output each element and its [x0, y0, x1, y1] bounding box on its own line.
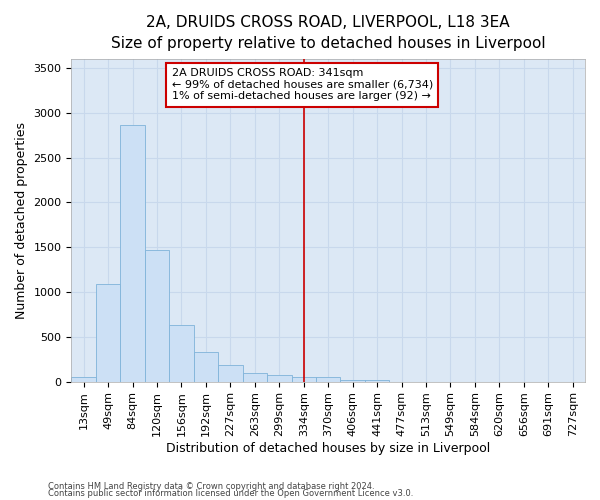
Bar	[365, 380, 389, 382]
Y-axis label: Number of detached properties: Number of detached properties	[15, 122, 28, 319]
Bar	[218, 365, 242, 382]
Bar	[169, 325, 194, 382]
Bar	[121, 126, 145, 382]
Bar	[316, 377, 340, 382]
Bar	[292, 377, 316, 382]
Bar	[96, 284, 121, 382]
Bar	[145, 250, 169, 382]
Bar	[267, 376, 292, 382]
Text: Contains HM Land Registry data © Crown copyright and database right 2024.: Contains HM Land Registry data © Crown c…	[48, 482, 374, 491]
Bar	[71, 377, 96, 382]
X-axis label: Distribution of detached houses by size in Liverpool: Distribution of detached houses by size …	[166, 442, 490, 455]
Bar	[242, 372, 267, 382]
Bar	[194, 352, 218, 382]
Bar	[340, 380, 365, 382]
Title: 2A, DRUIDS CROSS ROAD, LIVERPOOL, L18 3EA
Size of property relative to detached : 2A, DRUIDS CROSS ROAD, LIVERPOOL, L18 3E…	[111, 15, 545, 51]
Text: Contains public sector information licensed under the Open Government Licence v3: Contains public sector information licen…	[48, 490, 413, 498]
Text: 2A DRUIDS CROSS ROAD: 341sqm
← 99% of detached houses are smaller (6,734)
1% of : 2A DRUIDS CROSS ROAD: 341sqm ← 99% of de…	[172, 68, 433, 102]
